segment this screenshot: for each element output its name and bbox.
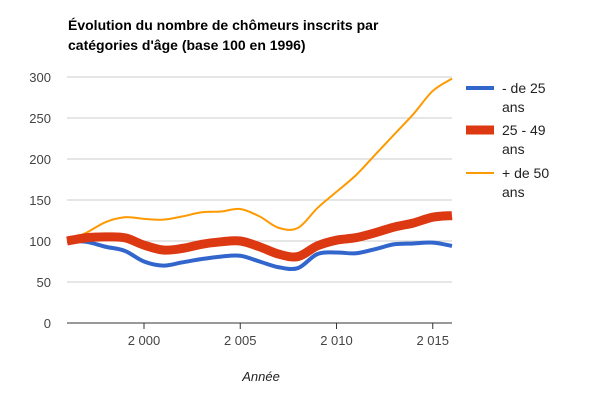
y-tick-label: 50	[37, 275, 51, 290]
x-tick-label: 2 005	[224, 333, 257, 348]
y-tick-label: 100	[29, 234, 51, 249]
legend: - de 25 ans 25 - 49 ans + de 50 ans	[466, 80, 549, 200]
legend-label-0: ans	[502, 99, 525, 115]
chart-title-line-1: Évolution du nombre de chômeurs inscrits…	[68, 17, 379, 33]
legend-label-1: 25 - 49	[502, 122, 546, 138]
legend-label-2: ans	[502, 184, 525, 200]
legend-label-1: ans	[502, 141, 525, 157]
x-axis-label: Année	[241, 369, 280, 384]
y-tick-label: 0	[44, 316, 51, 331]
chart-title-line-2: catégories d'âge (base 100 en 1996)	[68, 37, 306, 53]
series-line-0	[66, 239, 453, 272]
axes: 0 50 100 150 200 250 300 2 000 2 005 2 010 2 015	[29, 70, 449, 348]
x-tick-label: 2 010	[320, 333, 353, 348]
legend-label-2: + de 50	[502, 165, 549, 181]
y-tick-label: 200	[29, 152, 51, 167]
x-tick-label: 2 000	[128, 333, 161, 348]
y-tick-label: 150	[29, 193, 51, 208]
series-lines	[66, 77, 453, 272]
legend-label-0: - de 25	[502, 80, 546, 96]
series-line-2	[66, 77, 453, 242]
y-tick-label: 250	[29, 111, 51, 126]
x-tick-label: 2 015	[416, 333, 449, 348]
gridlines	[67, 76, 452, 324]
series-line-1	[66, 211, 453, 262]
y-tick-label: 300	[29, 70, 51, 85]
